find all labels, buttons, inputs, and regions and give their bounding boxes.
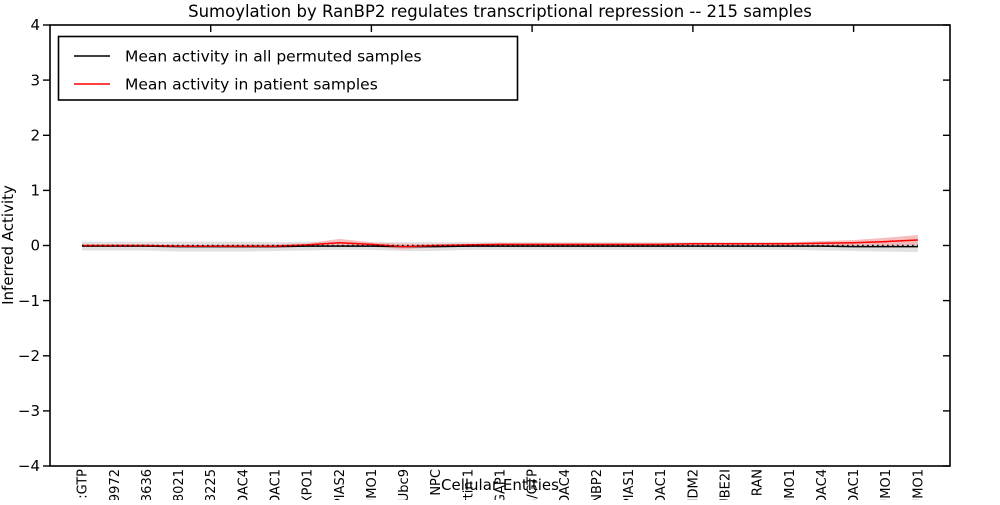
- x-category-label: EntrezGene:8021: [172, 469, 187, 500]
- series-line-1: [82, 239, 918, 248]
- x-category-label: Ran/GTP/Exportin 1: [461, 469, 476, 500]
- x-category-label: MDM2/SUMO1/SUMO1: [911, 469, 926, 500]
- x-category-label: XPO1: [301, 469, 316, 500]
- x-category-label: PIAS2: [333, 469, 348, 500]
- x-category-label: UBE2I: [719, 469, 734, 500]
- x-category-label: NPC/RanGAP1/SUMO1/RanBP2/Ubc9: [397, 469, 412, 500]
- y-tick-label: −2: [18, 347, 40, 365]
- chart-title: Sumoylation by RanBP2 regulates transcri…: [188, 2, 812, 21]
- x-category-label: MDM2/SUMO1: [879, 469, 894, 500]
- legend-label-permuted: Mean activity in all permuted samples: [125, 48, 422, 66]
- x-category-label: HDAC4: [558, 469, 573, 500]
- x-category-label: SUMO1/HDAC4: [815, 469, 830, 500]
- y-tick-label: 3: [30, 71, 40, 89]
- x-category-label: mol:GTP: [76, 469, 91, 500]
- x-category-labels: mol:GTP EntrezGene:9972 EntrezGene:23636 En…: [76, 469, 927, 505]
- x-category-label: SUMO1: [783, 469, 798, 500]
- x-category-label: Ran/GTP/Exportin 1/HDAC4: [236, 469, 251, 500]
- x-category-label: MDM2: [686, 469, 701, 500]
- y-tick-label: 2: [30, 126, 40, 144]
- y-tick-label: 4: [30, 16, 40, 34]
- x-category-label: EntrezGene:23225: [204, 469, 219, 500]
- y-tick-label: −3: [18, 402, 40, 420]
- x-category-label: Ran/GTP/Exportin 1/HDAC1: [269, 469, 284, 500]
- y-tick-label: 0: [30, 237, 40, 255]
- series-lines: [82, 239, 918, 248]
- axis-ticks: [43, 24, 950, 467]
- y-tick-label: −1: [18, 292, 40, 310]
- x-category-label: RANBP2: [590, 469, 605, 500]
- x-category-label: NPC/RanGAP1/SUMO1: [365, 469, 380, 500]
- legend: Mean activity in all permuted samples Me…: [57, 35, 519, 101]
- y-tick-label: 1: [30, 182, 40, 200]
- x-axis-label: Cellular Entities: [441, 476, 559, 494]
- x-category-label: RANGAP1: [494, 469, 509, 500]
- x-category-label: Ran/GTP: [526, 469, 541, 500]
- x-category-label: SUMO1/HDAC1: [847, 469, 862, 500]
- x-category-label: HDAC1: [654, 469, 669, 500]
- x-category-label: EntrezGene:9972: [108, 469, 123, 500]
- x-category-label: RAN: [751, 469, 766, 496]
- legend-label-patient: Mean activity in patient samples: [125, 76, 378, 94]
- x-category-label: PIAS1: [622, 469, 637, 500]
- y-tick-label: −4: [18, 457, 40, 475]
- x-category-label: EntrezGene:23636: [140, 469, 155, 500]
- x-category-label: NPC: [429, 469, 444, 496]
- legend-box: [57, 35, 519, 101]
- y-axis-label: Inferred Activity: [0, 185, 17, 305]
- y-tick-labels: −4 −3 −2 −1 0 1 2 3 4: [18, 16, 40, 475]
